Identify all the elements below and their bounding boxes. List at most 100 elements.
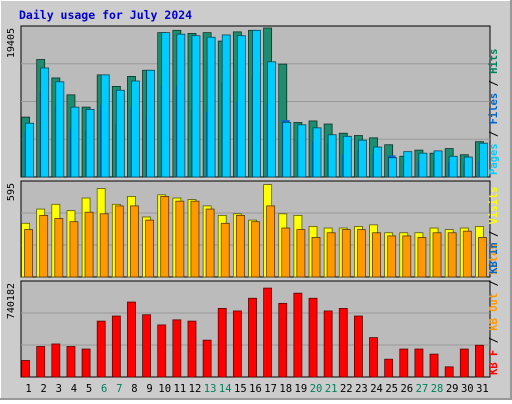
- x-axis-labels: 1 2 3 4 5 6 7 8 9 10 11 12 13 14 15 16 17 18 19 20 21 22 23 24 2…: [25, 383, 488, 395]
- x-tick-label-day-6: 6: [101, 383, 107, 395]
- panel-top-max-label: 19405: [6, 28, 17, 58]
- bar-highlight: [279, 214, 281, 277]
- x-tick-label-day-11: 11: [174, 383, 187, 395]
- bar-fill: [187, 320, 197, 378]
- bar-top-pages-day-6: [100, 74, 110, 178]
- bar-highlight: [385, 359, 387, 377]
- x-tick-label-day-16: 16: [249, 383, 262, 395]
- bar-middle-sites-day-13: [205, 208, 215, 278]
- bar-highlight: [130, 206, 133, 277]
- bar-fill: [372, 232, 381, 278]
- bar-middle-sites-day-22: [341, 229, 351, 278]
- bar-fill: [479, 142, 488, 178]
- bar-highlight: [127, 302, 130, 377]
- bar-fill: [114, 205, 124, 278]
- bar-highlight: [233, 214, 236, 277]
- bar-fill: [205, 208, 215, 278]
- bar-fill: [403, 151, 413, 178]
- bar-fill: [146, 69, 155, 178]
- bar-highlight: [445, 367, 448, 377]
- bar-fill: [266, 205, 276, 278]
- bar-highlight: [100, 214, 103, 277]
- bar-fill: [338, 308, 348, 378]
- bar-fill: [323, 310, 333, 378]
- bar-highlight: [370, 225, 372, 277]
- bar-middle-sites-day-28: [432, 232, 442, 278]
- bar-bottom-kb-f-day-7: [111, 315, 121, 378]
- bar-fill: [311, 237, 321, 278]
- panel-middle-max-label: 595: [6, 183, 17, 201]
- bar-highlight: [203, 206, 206, 277]
- bar-highlight: [418, 238, 421, 277]
- bar-fill: [429, 353, 439, 378]
- bar-highlight: [143, 315, 145, 377]
- bar-fill: [24, 229, 33, 278]
- bar-highlight: [478, 238, 481, 277]
- x-tick-label-day-22: 22: [340, 383, 353, 395]
- bar-highlight: [297, 230, 299, 277]
- bar-highlight: [97, 189, 100, 277]
- bar-top-pages-day-29: [448, 155, 458, 178]
- bar-middle-sites-day-29: [447, 232, 457, 278]
- bar-top-pages-day-19: [297, 124, 307, 178]
- bar-bottom-kb-f-day-18: [278, 302, 288, 378]
- bar-fill: [384, 358, 394, 378]
- bar-highlight: [236, 215, 239, 277]
- bar-highlight: [309, 226, 312, 277]
- bar-middle-sites-day-23: [357, 229, 366, 278]
- bar-highlight: [264, 185, 266, 277]
- bar-highlight: [222, 35, 225, 177]
- bar-highlight: [328, 135, 331, 177]
- bar-fill: [326, 232, 336, 278]
- bar-fill: [81, 348, 91, 378]
- bar-highlight: [460, 228, 463, 277]
- bar-highlight: [37, 209, 39, 277]
- legend-item-2: Files: [488, 93, 500, 125]
- bar-top-pages-day-20: [312, 127, 322, 178]
- bar-highlight: [357, 230, 360, 277]
- bar-middle-sites-day-6: [99, 213, 109, 278]
- bar-highlight: [282, 228, 284, 277]
- bar-highlight: [158, 325, 160, 377]
- bar-bottom-kb-f-day-27: [414, 348, 424, 378]
- bar-fill: [387, 235, 397, 278]
- bar-middle-sites-day-17: [266, 205, 276, 278]
- bar-top-pages-day-23: [358, 139, 367, 178]
- bar-middle-sites-day-1: [24, 229, 33, 278]
- bar-highlight: [385, 145, 387, 177]
- bar-highlight: [161, 196, 163, 277]
- x-tick-label-day-31: 31: [476, 383, 489, 395]
- bar-fill: [308, 297, 318, 378]
- bar-bottom-kb-f-day-22: [338, 308, 348, 378]
- bar-top-pages-day-2: [40, 67, 50, 178]
- legend-item-0: KB F: [488, 350, 500, 375]
- bar-highlight: [67, 347, 70, 377]
- bar-highlight: [146, 220, 148, 277]
- legend-item-0: Sites: [488, 243, 500, 275]
- bar-highlight: [70, 222, 73, 277]
- bar-fill: [341, 229, 351, 278]
- bar-fill: [357, 229, 366, 278]
- bar-fill: [399, 348, 409, 378]
- bar-highlight: [71, 107, 74, 177]
- legend-item-2: Visits: [488, 186, 500, 224]
- x-tick-label-day-4: 4: [71, 383, 77, 395]
- bar-highlight: [131, 81, 134, 177]
- bar-fill: [96, 320, 106, 378]
- bar-bottom-kb-f-day-16: [248, 297, 257, 378]
- bar-highlight: [207, 37, 210, 177]
- bar-highlight: [143, 217, 145, 277]
- bar-fill: [221, 34, 231, 178]
- bar-middle-sites-day-12: [190, 200, 200, 278]
- legend-item-3: /: [488, 274, 500, 293]
- bar-fill: [217, 308, 227, 378]
- bar-top-pages-day-31: [479, 142, 488, 178]
- bar-highlight: [52, 78, 54, 177]
- x-tick-label-day-12: 12: [189, 383, 202, 395]
- bar-bottom-kb-f-day-19: [293, 292, 303, 378]
- bar-highlight: [116, 90, 119, 177]
- bar-highlight: [67, 95, 70, 177]
- bar-bottom-kb-f-day-30: [459, 348, 469, 378]
- bar-bottom-kb-f-day-9: [142, 314, 151, 378]
- x-tick-label-day-8: 8: [131, 383, 137, 395]
